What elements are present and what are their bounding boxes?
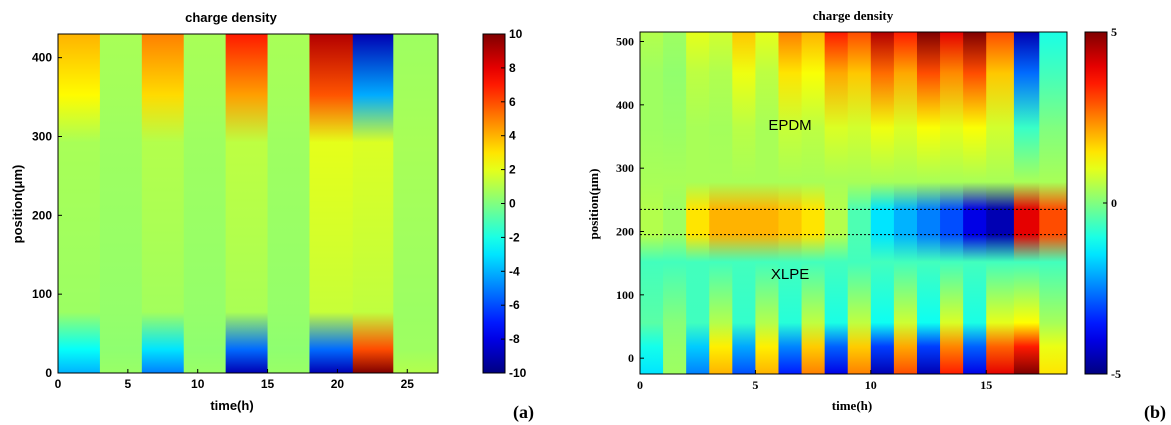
y-tick-label: 0 xyxy=(628,351,634,365)
chart-a-x-axis: 0 5 10 15 20 25 xyxy=(55,369,415,391)
colorbar-tick-label: 2 xyxy=(509,163,516,177)
heatmap-column xyxy=(99,34,143,373)
panel-label-a: (a) xyxy=(513,402,534,423)
x-tick-label: 5 xyxy=(125,377,132,391)
heatmap-column xyxy=(686,32,710,374)
x-tick-label: 15 xyxy=(261,377,275,391)
heatmap-column xyxy=(1013,32,1040,374)
panel-label-b: (b) xyxy=(1144,402,1166,423)
heatmap-column xyxy=(893,32,918,374)
heatmap-column xyxy=(801,32,826,374)
y-tick-label: 100 xyxy=(32,287,52,301)
heatmap-column xyxy=(309,34,354,373)
annotation-label: XLPE xyxy=(771,266,809,283)
x-tick-label: 0 xyxy=(55,377,62,391)
chart-a-colorbar: 10 8 6 4 2 0 -2 -4 -6 -8 -10 xyxy=(482,27,527,380)
colorbar-tick-label: -6 xyxy=(509,298,520,312)
chart-b: charge density 0 5 10 15 0 100 200 300 400 500 t… xyxy=(586,8,1166,423)
heatmap-column xyxy=(732,32,756,374)
colorbar-tick-label: 5 xyxy=(1111,25,1117,39)
chart-b-title: charge density xyxy=(813,8,894,23)
colorbar-tick-label: -10 xyxy=(509,366,527,380)
chart-a-xlabel: time(h) xyxy=(210,398,253,413)
heatmap-column xyxy=(916,32,941,374)
heatmap-column xyxy=(58,34,101,373)
chart-a-ylabel: position(μm) xyxy=(10,165,25,244)
chart-b-y-axis: 0 100 200 300 400 500 xyxy=(616,35,644,365)
heatmap-column xyxy=(640,32,664,374)
colorbar-tick-label: 8 xyxy=(509,61,516,75)
colorbar-tick-label: 0 xyxy=(509,197,516,211)
heatmap-column xyxy=(778,32,803,374)
colorbar-tick-label: 4 xyxy=(509,129,516,143)
chart-b-xlabel: time(h) xyxy=(832,398,872,413)
heatmap-column xyxy=(183,34,227,373)
heatmap-column xyxy=(940,32,964,374)
x-tick-label: 20 xyxy=(331,377,345,391)
chart-a: charge density 0 5 10 15 20 25 0100200300400 … xyxy=(10,10,534,423)
chart-b-annotations: EPDM XLPE xyxy=(768,117,811,283)
colorbar-tick-label: -8 xyxy=(509,332,520,346)
heatmap-column xyxy=(963,32,987,374)
heatmap-column xyxy=(352,34,394,373)
chart-b-plot-area xyxy=(640,32,1068,374)
heatmap-column xyxy=(663,32,687,374)
y-tick-label: 200 xyxy=(616,225,634,239)
x-tick-label: 5 xyxy=(752,378,758,392)
y-tick-label: 400 xyxy=(32,51,52,65)
heatmap-column xyxy=(870,32,895,374)
colorbar-tick-label: 10 xyxy=(509,27,523,41)
heatmap-column xyxy=(709,32,733,374)
chart-b-colorbar: 5 0 -5 xyxy=(1084,25,1121,381)
chart-a-title: charge density xyxy=(185,10,278,25)
colorbar-tick-label: -5 xyxy=(1111,367,1121,381)
y-tick-label: 0 xyxy=(45,366,52,380)
y-tick-label: 500 xyxy=(616,35,634,49)
y-tick-label: 300 xyxy=(616,161,634,175)
chart-b-frame xyxy=(639,31,1068,375)
x-tick-label: 15 xyxy=(980,378,992,392)
heatmap-column xyxy=(847,32,872,374)
heatmap-column xyxy=(824,32,849,374)
chart-a-frame xyxy=(57,33,439,374)
heatmap-column xyxy=(225,34,269,373)
annotation-label: EPDM xyxy=(768,117,811,134)
colorbar-tick-label: -2 xyxy=(509,230,520,244)
x-tick-label: 0 xyxy=(637,378,643,392)
chart-a-y-axis: 0 100 200 300 400 xyxy=(32,51,62,380)
heatmap-column xyxy=(755,32,779,374)
colorbar-tick-label: 0 xyxy=(1111,196,1117,210)
heatmap-column xyxy=(1039,32,1068,374)
y-tick-label: 300 xyxy=(32,129,52,143)
y-tick-label: 200 xyxy=(32,208,52,222)
heatmap-column xyxy=(267,34,310,373)
chart-b-ylabel: position(μm) xyxy=(586,169,601,240)
colorbar-tick-label: -4 xyxy=(509,264,520,278)
x-tick-label: 10 xyxy=(865,378,877,392)
x-tick-label: 25 xyxy=(401,377,415,391)
colorbar-tick-label: 6 xyxy=(509,95,516,109)
y-tick-label: 400 xyxy=(616,98,634,112)
chart-a-plot-area xyxy=(58,34,439,373)
heatmap-column xyxy=(393,34,439,373)
heatmap-column xyxy=(141,34,185,373)
x-tick-label: 10 xyxy=(191,377,205,391)
chart-b-x-axis: 0 5 10 15 xyxy=(637,370,992,392)
heatmap-column xyxy=(986,32,1015,374)
y-tick-label: 100 xyxy=(616,288,634,302)
